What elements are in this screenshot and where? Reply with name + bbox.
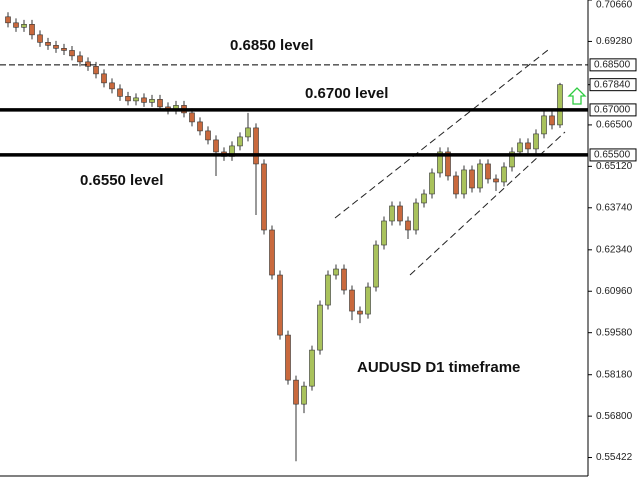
y-tick-label: 0.56800 bbox=[596, 411, 633, 422]
candle-body bbox=[85, 61, 91, 67]
candle-body bbox=[37, 34, 43, 43]
candle-body bbox=[77, 55, 83, 63]
candle-body bbox=[101, 73, 107, 84]
candle-body bbox=[149, 99, 155, 103]
candle-body bbox=[429, 172, 435, 195]
candle-body bbox=[197, 121, 203, 132]
candle-body bbox=[333, 268, 339, 276]
candle-body bbox=[309, 349, 315, 387]
level-label: 0.68500 bbox=[594, 59, 631, 70]
candle-body bbox=[525, 142, 531, 150]
channel-upper bbox=[334, 49, 549, 219]
candle-body bbox=[341, 268, 347, 291]
candle-body bbox=[357, 310, 363, 315]
level-label-box bbox=[589, 58, 637, 72]
candle-body bbox=[413, 202, 419, 231]
candle-body bbox=[389, 205, 395, 222]
candle-body bbox=[29, 24, 35, 36]
level-text: 0.6550 level bbox=[80, 172, 163, 189]
level-label-box bbox=[589, 148, 637, 162]
chart-title: AUDUSD D1 timeframe bbox=[357, 359, 520, 376]
y-tick-label: 0.70660 bbox=[596, 0, 633, 11]
channel-lower bbox=[409, 131, 566, 276]
y-tick-label: 0.63740 bbox=[596, 202, 633, 213]
candle-body bbox=[301, 385, 307, 405]
candle-body bbox=[461, 169, 467, 195]
candle-body bbox=[277, 274, 283, 336]
level-text: 0.6850 level bbox=[230, 37, 313, 54]
candle-body bbox=[373, 244, 379, 288]
up-arrow bbox=[567, 87, 587, 105]
candle-body bbox=[509, 151, 515, 168]
candle-body bbox=[53, 45, 59, 49]
candle-body bbox=[469, 169, 475, 189]
y-tick-label: 0.55422 bbox=[596, 452, 633, 463]
candle-body bbox=[445, 151, 451, 177]
y-tick-label: 0.58180 bbox=[596, 369, 633, 380]
level-label: 0.67000 bbox=[594, 105, 631, 116]
candle-body bbox=[69, 50, 75, 57]
candle-body bbox=[557, 84, 563, 126]
last-price-label: 0.67840 bbox=[594, 79, 631, 90]
candle-body bbox=[381, 220, 387, 246]
candle-body bbox=[325, 274, 331, 306]
candle-body bbox=[93, 66, 99, 75]
candle-body bbox=[157, 99, 163, 108]
candle-body bbox=[349, 289, 355, 312]
candle-body bbox=[517, 142, 523, 153]
y-tick-label: 0.62340 bbox=[596, 244, 633, 255]
candle-body bbox=[317, 304, 323, 351]
level-label: 0.65500 bbox=[594, 150, 631, 161]
y-tick-label: 0.69280 bbox=[596, 36, 633, 47]
candle-body bbox=[45, 42, 51, 46]
candle-body bbox=[205, 130, 211, 141]
candle-body bbox=[189, 112, 195, 123]
candle-body bbox=[117, 88, 123, 97]
candle-body bbox=[213, 139, 219, 153]
y-tick-label: 0.59580 bbox=[596, 327, 633, 338]
candle-body bbox=[261, 163, 267, 231]
candle-body bbox=[61, 48, 67, 51]
y-tick-label: 0.60960 bbox=[596, 286, 633, 297]
candle-body bbox=[485, 163, 491, 180]
candle-body bbox=[133, 97, 139, 102]
level-text: 0.6700 level bbox=[305, 85, 388, 102]
candle-body bbox=[453, 175, 459, 195]
candle-body bbox=[405, 220, 411, 231]
last-price-box bbox=[589, 78, 637, 92]
candle-body bbox=[21, 24, 27, 28]
candle-body bbox=[421, 193, 427, 204]
candle-body bbox=[5, 16, 11, 24]
candle-body bbox=[533, 133, 539, 150]
candle-body bbox=[253, 127, 259, 165]
candle-body bbox=[541, 115, 547, 135]
candle-body bbox=[437, 151, 443, 174]
candle-body bbox=[109, 82, 115, 90]
candle-body bbox=[269, 229, 275, 276]
candle-body bbox=[397, 205, 403, 222]
candle-body bbox=[285, 334, 291, 381]
candle-body bbox=[477, 163, 483, 189]
candle-body bbox=[13, 22, 19, 28]
candle-body bbox=[245, 127, 251, 138]
y-tick-label: 0.66500 bbox=[596, 120, 633, 131]
level-label-box bbox=[589, 103, 637, 117]
candle-body bbox=[493, 178, 499, 183]
candle-body bbox=[501, 166, 507, 183]
candle-body bbox=[125, 96, 131, 102]
y-tick-label: 0.65120 bbox=[596, 161, 633, 172]
candle-body bbox=[237, 136, 243, 147]
candle-body bbox=[293, 379, 299, 405]
candle-body bbox=[141, 97, 147, 103]
candle-body bbox=[549, 115, 555, 126]
candle-body bbox=[365, 286, 371, 315]
